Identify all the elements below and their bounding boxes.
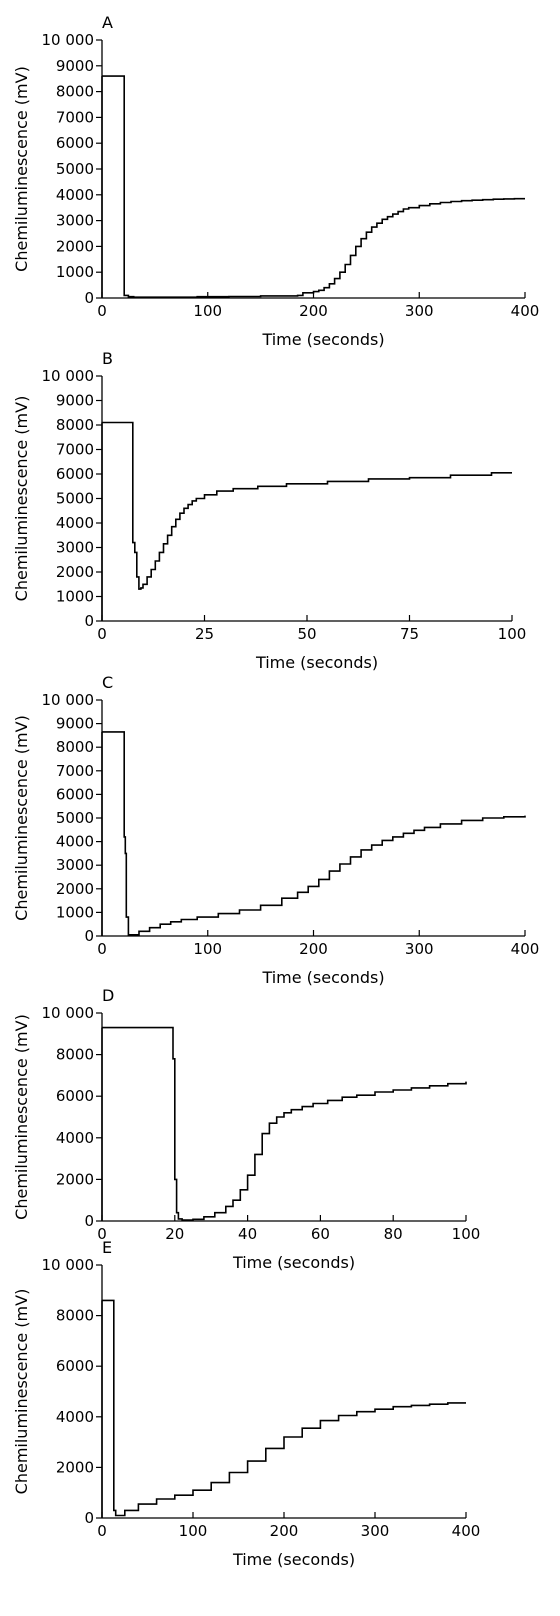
y-tick-label: 5000 [56, 490, 94, 508]
x-tick-label: 200 [299, 302, 328, 320]
y-tick-label: 1000 [56, 903, 94, 921]
series-line [102, 421, 512, 590]
x-tick-label: 75 [400, 625, 419, 643]
y-tick-label: 6000 [56, 465, 94, 483]
x-axis-label: Time (seconds) [261, 968, 384, 987]
y-tick-label: 9000 [56, 715, 94, 733]
y-tick-label: 3000 [56, 856, 94, 874]
y-tick-label: 3000 [56, 539, 94, 557]
y-tick-label: 2000 [56, 1170, 94, 1188]
x-tick-label: 25 [195, 625, 214, 643]
y-tick-label: 8000 [56, 83, 94, 101]
x-tick-label: 300 [405, 302, 434, 320]
y-tick-label: 4000 [56, 186, 94, 204]
x-tick-label: 40 [238, 1225, 257, 1243]
y-axis-label: Chemiluminescence (mV) [12, 66, 31, 272]
x-tick-label: 100 [193, 302, 222, 320]
x-tick-label: 0 [97, 1522, 107, 1540]
y-tick-label: 6000 [56, 1357, 94, 1375]
y-tick-label: 10 000 [42, 691, 95, 709]
series-line [102, 1026, 467, 1221]
y-tick-label: 5000 [56, 809, 94, 827]
y-tick-label: 2000 [56, 237, 94, 255]
y-axis-label: Chemiluminescence (mV) [12, 396, 31, 602]
x-tick-label: 50 [297, 625, 316, 643]
y-tick-label: 0 [84, 612, 94, 630]
x-tick-label: 300 [361, 1522, 390, 1540]
x-tick-label: 200 [299, 940, 328, 958]
chart-panel-b: B010002000300040005000600070008000900010… [12, 349, 526, 672]
y-tick-label: 7000 [56, 108, 94, 126]
x-tick-label: 60 [311, 1225, 330, 1243]
y-tick-label: 2000 [56, 563, 94, 581]
x-tick-label: 0 [97, 1225, 107, 1243]
y-tick-label: 10 000 [42, 31, 95, 49]
x-tick-label: 400 [452, 1522, 481, 1540]
y-tick-label: 1000 [56, 263, 94, 281]
x-tick-label: 400 [511, 302, 540, 320]
chart-panel-c: C010002000300040005000600070008000900010… [12, 673, 539, 987]
x-tick-label: 100 [498, 625, 527, 643]
y-tick-label: 8000 [56, 1046, 94, 1064]
x-tick-label: 400 [511, 940, 540, 958]
x-tick-label: 100 [452, 1225, 481, 1243]
x-tick-label: 100 [179, 1522, 208, 1540]
y-tick-label: 3000 [56, 212, 94, 230]
y-tick-label: 7000 [56, 441, 94, 459]
y-tick-label: 6000 [56, 785, 94, 803]
y-tick-label: 4000 [56, 1408, 94, 1426]
y-tick-label: 4000 [56, 833, 94, 851]
panel-letter: C [102, 673, 113, 692]
y-tick-label: 10 000 [42, 1004, 95, 1022]
y-tick-label: 0 [84, 1509, 94, 1527]
y-tick-label: 1000 [56, 588, 94, 606]
y-tick-label: 0 [84, 289, 94, 307]
x-tick-label: 0 [97, 625, 107, 643]
series-line [102, 75, 525, 298]
y-axis-label: Chemiluminescence (mV) [12, 715, 31, 921]
y-tick-label: 8000 [56, 1307, 94, 1325]
y-tick-label: 2000 [56, 1458, 94, 1476]
y-tick-label: 9000 [56, 392, 94, 410]
panel-letter: E [102, 1238, 112, 1257]
y-tick-label: 9000 [56, 57, 94, 75]
y-axis-label: Chemiluminescence (mV) [12, 1289, 31, 1495]
x-tick-label: 0 [97, 940, 107, 958]
y-tick-label: 5000 [56, 160, 94, 178]
y-axis-label: Chemiluminescence (mV) [12, 1014, 31, 1220]
y-tick-label: 0 [84, 927, 94, 945]
chart-panel-a: A010002000300040005000600070008000900010… [12, 13, 539, 349]
y-tick-label: 4000 [56, 514, 94, 532]
panel-letter: B [102, 349, 113, 368]
x-tick-label: 80 [384, 1225, 403, 1243]
x-tick-label: 200 [270, 1522, 299, 1540]
y-tick-label: 7000 [56, 762, 94, 780]
x-tick-label: 20 [165, 1225, 184, 1243]
panel-letter: D [102, 986, 114, 1005]
x-axis-label: Time (seconds) [232, 1550, 355, 1569]
x-tick-label: 300 [405, 940, 434, 958]
y-tick-label: 0 [84, 1212, 94, 1230]
panel-letter: A [102, 13, 113, 32]
x-axis-label: Time (seconds) [255, 653, 378, 672]
y-tick-label: 8000 [56, 738, 94, 756]
y-tick-label: 2000 [56, 880, 94, 898]
y-tick-label: 8000 [56, 416, 94, 434]
y-tick-label: 10 000 [42, 1256, 95, 1274]
y-tick-label: 6000 [56, 1087, 94, 1105]
x-tick-label: 100 [193, 940, 222, 958]
y-tick-label: 6000 [56, 134, 94, 152]
series-line [102, 731, 526, 936]
series-line [102, 1299, 466, 1517]
x-axis-label: Time (seconds) [232, 1253, 355, 1272]
y-tick-label: 10 000 [42, 367, 95, 385]
y-tick-label: 4000 [56, 1129, 94, 1147]
chart-panel-e: E 0 2000 4000 6000 8000 10 000 0 100 200 300 400 Tim… [12, 1238, 480, 1569]
x-axis-label: Time (seconds) [261, 330, 384, 349]
x-tick-label: 0 [97, 302, 107, 320]
